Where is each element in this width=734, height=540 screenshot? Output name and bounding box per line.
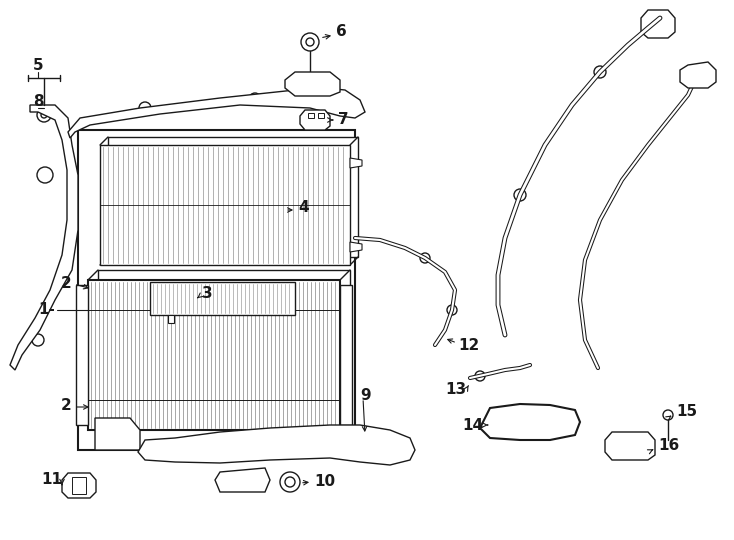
Circle shape bbox=[475, 371, 485, 381]
Circle shape bbox=[235, 475, 245, 485]
Circle shape bbox=[32, 334, 44, 346]
Text: 7: 7 bbox=[338, 112, 349, 127]
Text: 6: 6 bbox=[336, 24, 346, 39]
Polygon shape bbox=[62, 473, 96, 498]
Circle shape bbox=[139, 102, 151, 114]
Polygon shape bbox=[98, 270, 350, 420]
Polygon shape bbox=[95, 418, 140, 450]
Polygon shape bbox=[680, 62, 716, 88]
Circle shape bbox=[348, 443, 362, 457]
Polygon shape bbox=[285, 72, 340, 96]
Circle shape bbox=[96, 286, 104, 294]
Circle shape bbox=[522, 409, 548, 435]
Polygon shape bbox=[168, 315, 174, 323]
Circle shape bbox=[178, 443, 192, 457]
Circle shape bbox=[41, 112, 47, 118]
Polygon shape bbox=[68, 88, 365, 138]
Circle shape bbox=[233, 443, 247, 457]
Polygon shape bbox=[76, 285, 88, 425]
Polygon shape bbox=[308, 113, 314, 118]
Polygon shape bbox=[215, 468, 270, 492]
Polygon shape bbox=[72, 477, 86, 494]
Text: 10: 10 bbox=[314, 475, 335, 489]
Circle shape bbox=[37, 167, 53, 183]
Text: 2: 2 bbox=[61, 399, 72, 414]
Polygon shape bbox=[100, 145, 350, 265]
Text: 3: 3 bbox=[202, 287, 213, 301]
Circle shape bbox=[92, 282, 108, 298]
Circle shape bbox=[319, 88, 331, 100]
Text: 9: 9 bbox=[360, 388, 371, 402]
Text: 16: 16 bbox=[658, 438, 679, 454]
Text: 2: 2 bbox=[61, 275, 72, 291]
Polygon shape bbox=[605, 432, 655, 460]
Circle shape bbox=[96, 404, 104, 412]
Polygon shape bbox=[350, 242, 362, 252]
Circle shape bbox=[288, 443, 302, 457]
Text: 14: 14 bbox=[462, 417, 483, 433]
Circle shape bbox=[92, 400, 108, 416]
Text: 8: 8 bbox=[33, 94, 43, 110]
Circle shape bbox=[594, 66, 606, 78]
Circle shape bbox=[648, 12, 654, 18]
Circle shape bbox=[285, 477, 295, 487]
Polygon shape bbox=[138, 425, 415, 465]
Polygon shape bbox=[108, 137, 358, 257]
Circle shape bbox=[529, 416, 541, 428]
Polygon shape bbox=[150, 282, 295, 315]
Circle shape bbox=[249, 93, 261, 105]
Polygon shape bbox=[480, 404, 580, 440]
Circle shape bbox=[280, 472, 300, 492]
Text: 5: 5 bbox=[33, 57, 43, 72]
Circle shape bbox=[306, 38, 314, 46]
Circle shape bbox=[447, 305, 457, 315]
Polygon shape bbox=[340, 285, 352, 425]
Text: 1-: 1- bbox=[38, 302, 55, 318]
Text: 15: 15 bbox=[676, 404, 697, 420]
Text: 12: 12 bbox=[458, 338, 479, 353]
Circle shape bbox=[420, 253, 430, 263]
Circle shape bbox=[662, 12, 668, 18]
Text: 11: 11 bbox=[41, 472, 62, 488]
Circle shape bbox=[663, 410, 673, 420]
Circle shape bbox=[514, 189, 526, 201]
Text: 4: 4 bbox=[298, 199, 308, 214]
Circle shape bbox=[37, 108, 51, 122]
Polygon shape bbox=[300, 110, 330, 130]
Polygon shape bbox=[641, 10, 675, 38]
Polygon shape bbox=[88, 280, 340, 430]
Circle shape bbox=[301, 33, 319, 51]
Polygon shape bbox=[350, 158, 362, 168]
Polygon shape bbox=[10, 105, 78, 370]
Text: 13: 13 bbox=[445, 382, 466, 397]
Polygon shape bbox=[318, 113, 324, 118]
